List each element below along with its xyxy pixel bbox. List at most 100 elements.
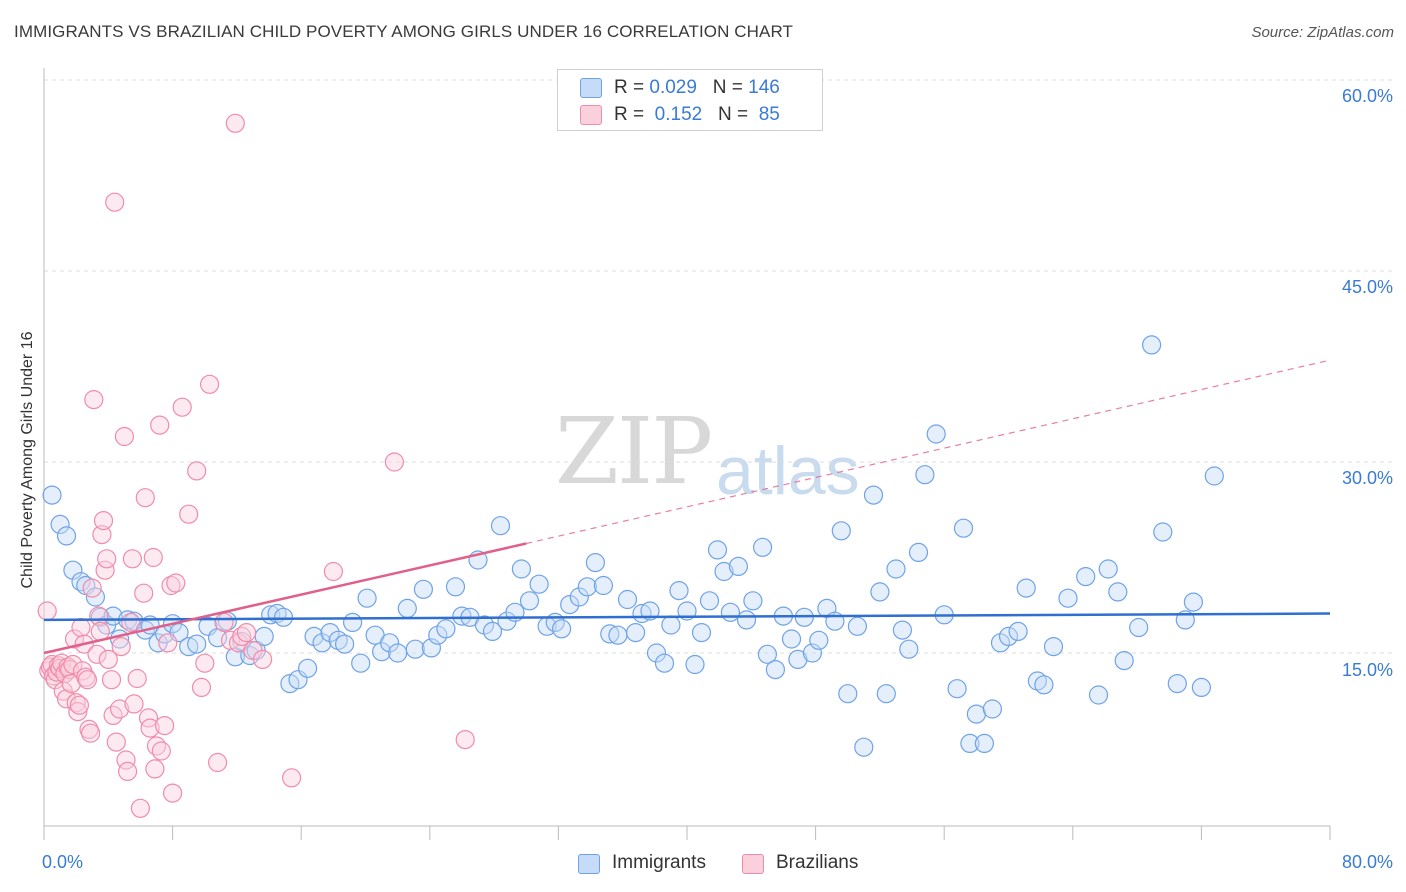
data-point [757, 644, 778, 664]
data-point [714, 561, 734, 582]
data-point [654, 653, 675, 673]
data-point [140, 718, 160, 738]
data-point [298, 658, 318, 678]
watermark-atlas: atlas [716, 433, 860, 509]
legend-swatch-immigrants [580, 78, 602, 98]
data-point [482, 621, 503, 642]
data-point [960, 733, 980, 754]
data-point [966, 704, 987, 724]
series-immigrants [42, 335, 1224, 757]
x-tick-max-label: 80.0% [1341, 852, 1393, 872]
data-point [728, 556, 749, 577]
data-point [585, 552, 606, 573]
data-point [1204, 466, 1224, 486]
data-point [384, 452, 404, 472]
data-point [50, 514, 70, 535]
data-point [105, 192, 125, 212]
data-point [490, 516, 511, 536]
data-point [809, 630, 829, 650]
data-point [413, 579, 433, 599]
data-point [707, 540, 728, 560]
data-point [82, 578, 102, 598]
data-point [92, 524, 112, 545]
data-point [138, 708, 159, 728]
data-point [990, 633, 1011, 653]
data-point [351, 653, 371, 673]
data-point [870, 582, 890, 602]
legend-n-label: N = [712, 77, 749, 98]
data-point [982, 699, 1003, 719]
data-point [77, 670, 98, 690]
data-point [312, 633, 332, 653]
data-point [926, 424, 946, 444]
data-point [101, 670, 122, 690]
data-point [1088, 685, 1109, 705]
data-point [172, 397, 192, 417]
data-point [876, 684, 896, 704]
data-point [225, 113, 245, 133]
data-point [68, 701, 88, 722]
bottom-legend-label-brazilians: Brazilians [776, 852, 859, 873]
data-point [1058, 588, 1078, 608]
data-point [195, 653, 215, 673]
data-point [608, 625, 628, 645]
data-point [97, 549, 117, 569]
data-point [1076, 566, 1096, 587]
data-point [1098, 559, 1118, 579]
data-point [661, 615, 681, 635]
data-point [669, 580, 689, 601]
data-point [953, 518, 974, 538]
data-point [455, 729, 475, 750]
data-point [685, 654, 705, 675]
data-point [388, 643, 408, 663]
data-point [124, 694, 144, 714]
legend-text: R = 0.029 N = 146 [614, 77, 780, 99]
data-point [974, 733, 995, 754]
data-point [998, 626, 1019, 647]
data-point [158, 633, 178, 653]
data-point [130, 798, 150, 818]
data-point [445, 577, 466, 597]
data-point [134, 583, 154, 603]
data-point [863, 485, 884, 505]
data-point [577, 577, 597, 597]
data-point [56, 526, 77, 546]
data-point [143, 547, 163, 568]
data-point [646, 643, 667, 663]
data-point [214, 612, 234, 633]
data-point [200, 374, 220, 394]
data-point [886, 559, 906, 579]
data-point [511, 559, 532, 579]
data-point [1183, 592, 1204, 612]
data-point [743, 591, 763, 611]
data-point [1141, 335, 1162, 355]
data-point [106, 732, 126, 752]
data-point [1153, 522, 1173, 542]
data-point [122, 549, 142, 569]
data-point [155, 715, 175, 736]
data-point [720, 602, 741, 622]
data-point [699, 591, 720, 611]
data-point [397, 598, 417, 619]
data-point [145, 759, 165, 779]
y-tick-label: 60.0% [1341, 86, 1393, 106]
bottom-legend-swatch-brazilians [742, 854, 764, 874]
data-point [98, 649, 118, 670]
trend-line-brazilians [43, 542, 527, 655]
data-point [111, 636, 131, 657]
data-point [63, 654, 83, 675]
data-point [117, 761, 138, 782]
data-point [304, 626, 324, 647]
data-point [320, 622, 340, 643]
data-point [253, 649, 273, 670]
axes [43, 68, 1331, 840]
data-point [127, 668, 147, 689]
data-point [87, 644, 107, 664]
data-point [529, 574, 549, 594]
data-point [121, 612, 141, 633]
data-point [1114, 650, 1134, 671]
data-point [474, 615, 495, 635]
data-point [569, 587, 589, 607]
data-point [150, 415, 170, 435]
